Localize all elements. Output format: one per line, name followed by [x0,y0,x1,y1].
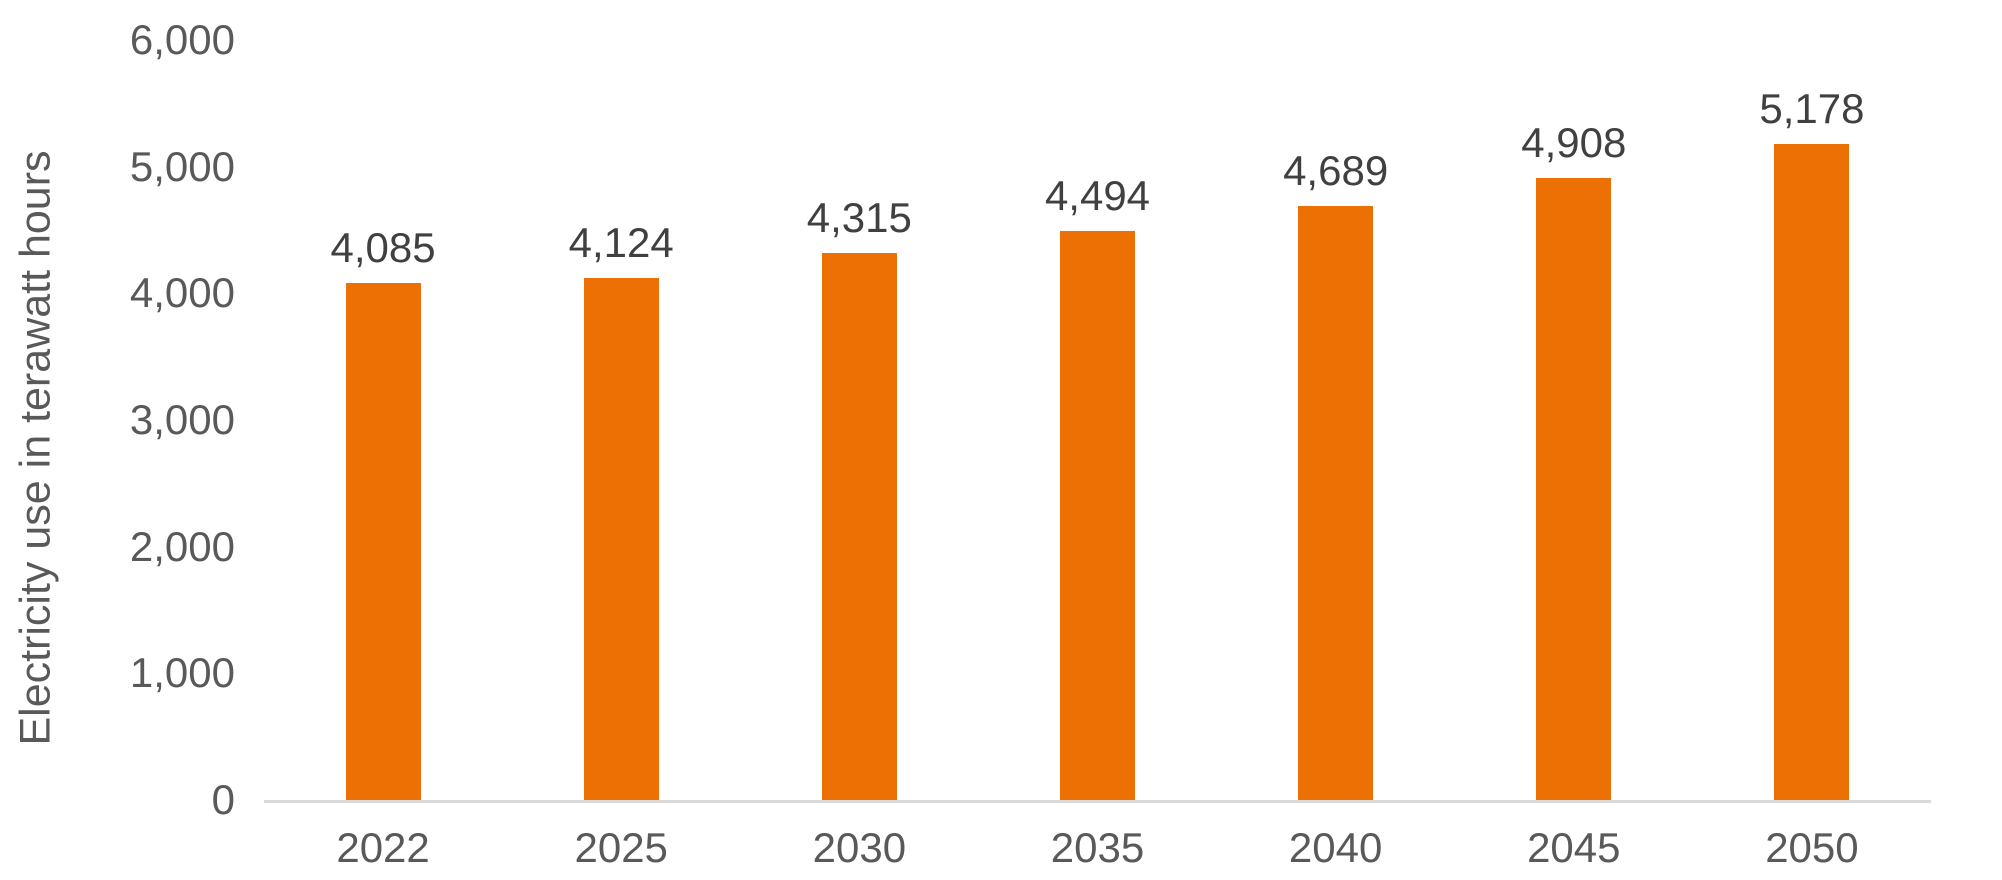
bar-2045 [1536,178,1612,800]
bar-value-label: 4,908 [1521,119,1627,167]
bar-2025 [583,277,659,800]
x-tick-label: 2035 [1050,824,1145,871]
bar-2035 [1060,230,1135,800]
x-tick-label: 2040 [1288,824,1383,871]
bar-value-label: 4,085 [330,223,436,271]
y-tick-label: 5,000 [129,142,235,190]
x-tick-label: 2022 [336,824,430,871]
bar-2030 [821,253,897,800]
bar-value-label: 5,178 [1759,85,1865,133]
x-tick-label: 2030 [812,824,907,871]
y-tick-label: 1,000 [129,649,235,697]
x-tick-label: 2050 [1765,824,1859,871]
x-tick-label: 2025 [574,824,668,871]
bar-value-label: 4,689 [1283,147,1389,195]
plot-area: 4,085 4,124 4,315 4,494 4,689 4,908 5,178 [264,40,1931,803]
bar-value-label: 4,124 [568,218,674,266]
y-tick-label: 3,000 [129,396,235,443]
x-tick-label: 2045 [1527,824,1621,871]
y-tick-label: 0 [211,776,235,823]
y-tick-label: 4,000 [129,269,235,317]
bar-2040 [1298,206,1374,800]
bar-2022 [345,282,421,800]
y-tick-label: 6,000 [129,16,235,63]
bar-value-label: 4,494 [1044,171,1151,219]
y-tick-label: 2,000 [129,522,235,570]
bar-2050 [1774,144,1850,800]
bar-value-label: 4,315 [806,194,912,242]
